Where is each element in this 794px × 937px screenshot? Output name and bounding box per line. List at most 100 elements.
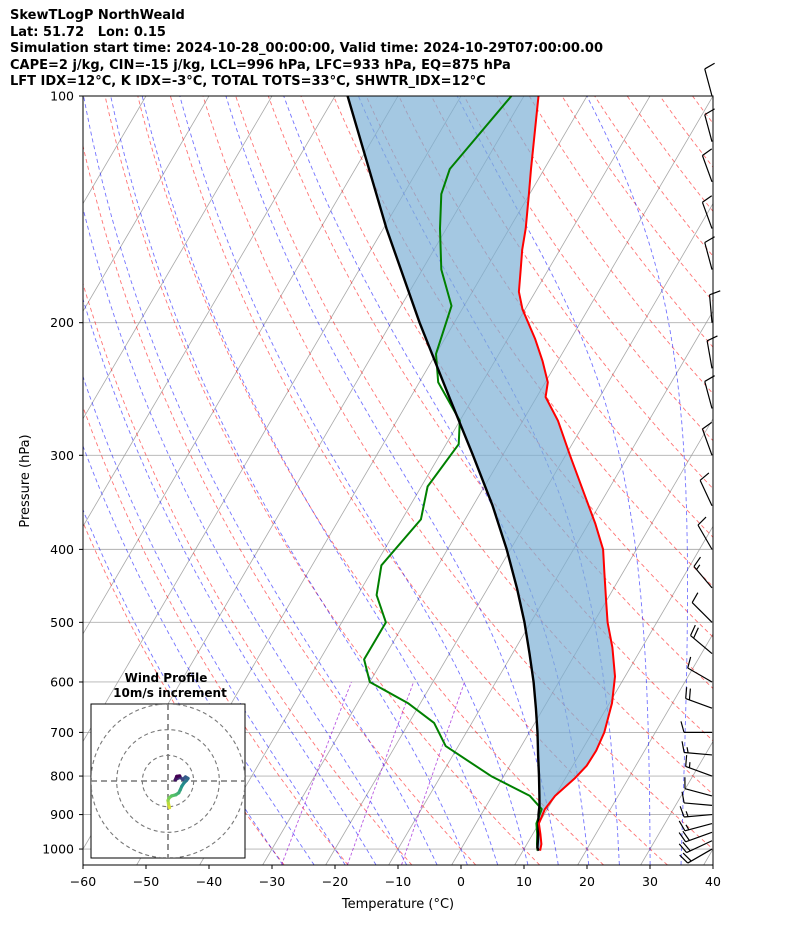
isotherm-line <box>199 96 651 865</box>
y-tick-label: 700 <box>50 725 74 740</box>
wind-barb-shaft <box>704 114 713 142</box>
wind-barb-full <box>704 62 715 70</box>
dry-adiabat-line <box>83 405 349 865</box>
wind-barb-shaft <box>699 480 713 506</box>
moist-adiabat-line <box>83 206 408 865</box>
moist-adiabat-line <box>83 444 315 865</box>
wind-barb <box>680 721 712 733</box>
wind-barb-shaft <box>684 822 713 832</box>
x-axis-label: Temperature (°C) <box>341 897 454 912</box>
hodograph-subtitle: 10m/s increment <box>113 686 227 700</box>
isotherm-line <box>83 96 210 312</box>
wind-barb-full <box>691 592 699 603</box>
y-tick-label: 1000 <box>42 842 74 857</box>
y-tick-label: 400 <box>50 542 74 557</box>
dry-adiabat-line <box>365 96 713 588</box>
isotherm-line <box>451 417 713 865</box>
wind-barb-full <box>699 472 710 481</box>
wind-barb-full <box>702 148 713 156</box>
x-tick-label: −50 <box>133 874 159 889</box>
hodograph-title: Wind Profile <box>125 671 208 685</box>
wind-barb <box>679 806 713 818</box>
wind-barb-shaft <box>704 242 713 270</box>
wind-barb <box>706 335 718 369</box>
isotherm-line <box>83 96 84 97</box>
wind-barb-full <box>678 843 688 853</box>
wind-barb <box>701 421 713 456</box>
wind-barb-full <box>685 755 688 767</box>
wind-barb-shaft <box>706 340 713 369</box>
x-tick-label: −40 <box>196 874 222 889</box>
temperature-line <box>517 96 616 851</box>
y-axis-label: Pressure (hPa) <box>18 434 33 527</box>
wind-barb-full <box>681 791 685 804</box>
dry-adiabat-line <box>758 96 794 865</box>
x-tick-label: 0 <box>457 874 465 889</box>
hodograph-inset: Wind Profile 10m/s increment <box>90 671 246 859</box>
wind-barb <box>708 290 721 323</box>
wind-barb <box>701 148 713 183</box>
y-tick-label: 500 <box>50 615 74 630</box>
wind-barb <box>699 472 713 506</box>
x-axis-ticks: −60 −50 −40 −30 −20 −10 0 10 20 30 40 <box>70 865 721 889</box>
moist-adiabat-line <box>179 96 529 865</box>
wind-barb-full <box>690 624 696 636</box>
wind-barb-shaft <box>687 848 713 864</box>
moist-adiabat-line <box>83 297 377 865</box>
parcel-path-line <box>346 96 541 852</box>
wind-barb-full <box>679 806 685 818</box>
isotherm-line <box>640 740 713 865</box>
wind-barb-shaft <box>704 68 713 97</box>
x-tick-label: 30 <box>642 874 658 889</box>
moist-adiabat-line <box>110 96 468 865</box>
hodograph-segment <box>175 774 182 778</box>
title-location: Lat: 51.72 Lon: 0.15 <box>10 24 166 40</box>
wind-barb-shaft <box>701 155 713 183</box>
title-station: SkewTLogP NorthWeald <box>10 8 185 23</box>
wind-barb-shaft <box>701 202 713 229</box>
x-tick-label: −60 <box>70 874 96 889</box>
x-tick-label: 40 <box>705 874 721 889</box>
dry-adiabat-line <box>430 96 713 490</box>
dry-adiabat-line <box>300 96 713 690</box>
wind-barb-shaft <box>704 381 713 409</box>
wind-barb-full <box>702 195 713 203</box>
chart-header: SkewTLogP NorthWeald Lat: 51.72 Lon: 0.15… <box>10 8 603 91</box>
wind-barb <box>681 741 713 756</box>
wind-barb <box>691 592 713 623</box>
dry-adiabat-line <box>169 96 668 865</box>
moist-adiabat-line <box>456 96 651 865</box>
wind-barb-full <box>682 852 692 862</box>
dry-adiabat-line <box>790 96 794 865</box>
y-tick-label: 900 <box>50 807 74 822</box>
wind-barb-shaft <box>684 788 713 797</box>
moist-adiabat-line <box>83 508 284 865</box>
wind-barb-full <box>682 841 691 852</box>
x-tick-label: −20 <box>322 874 348 889</box>
dry-adiabat-line <box>137 96 604 865</box>
wind-barb-shaft <box>697 524 713 550</box>
mixing-ratio-line <box>401 681 466 865</box>
wind-barb <box>684 777 713 797</box>
y-tick-label: 100 <box>50 89 74 104</box>
wind-barb-half <box>685 824 690 831</box>
y-axis-ticks: 1000 900 800 700 600 500 400 300 200 100 <box>42 89 83 857</box>
wind-barb-full <box>678 832 687 843</box>
wind-barb-half <box>696 564 701 570</box>
wind-barb-shaft <box>708 294 713 323</box>
wind-barb-shaft <box>687 667 713 683</box>
wind-barb-shaft <box>684 751 713 756</box>
title-times: Simulation start time: 2024-10-28_00:00:… <box>10 41 603 56</box>
wind-barb-shaft <box>691 602 713 623</box>
wind-barb-shaft <box>686 840 713 854</box>
wind-barb <box>701 195 713 229</box>
wind-barb-full <box>679 854 689 864</box>
title-cape-line: CAPE=2 j/kg, CIN=-15 j/kg, LCL=996 hPa, … <box>10 57 511 73</box>
y-tick-label: 200 <box>50 315 74 330</box>
wind-barb-full <box>678 820 686 832</box>
wind-barb-half <box>685 811 689 817</box>
dry-adiabat-line <box>83 144 477 865</box>
y-tick-label: 600 <box>50 674 74 689</box>
moist-adiabat-line <box>586 96 688 865</box>
